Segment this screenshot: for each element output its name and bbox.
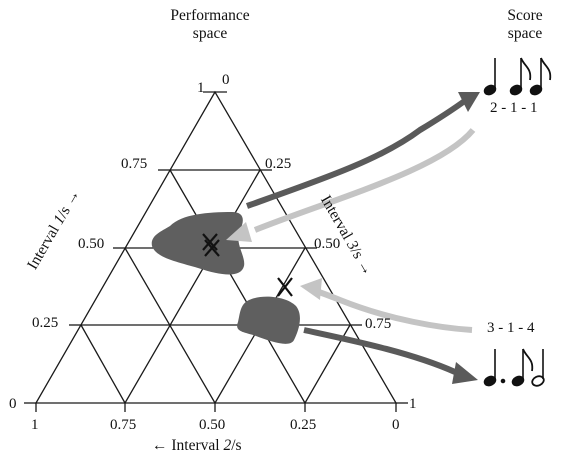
performance-cluster-upper: [151, 212, 245, 275]
arrowhead: [226, 222, 252, 242]
score-space-title: Score space: [492, 7, 558, 43]
performance-title-line1: Performance: [170, 7, 250, 24]
rhythm-lower-notes: [483, 348, 545, 387]
grid-line: [169, 169, 306, 404]
arrow-to-score-upper: [245, 97, 468, 209]
performance-cluster-lower: [237, 296, 300, 344]
tick-right-0.50: 0.50: [314, 236, 341, 252]
tick-bottom-0.25: 0.25: [290, 417, 317, 433]
tick-bottom-0.50: 0.50: [199, 417, 226, 433]
tick-bottom-0: 0: [392, 417, 400, 433]
eighth-note-icon: [511, 348, 534, 387]
score-title-line1: Score: [507, 7, 543, 24]
eighth-note-icon: [529, 57, 552, 96]
x-marker: [277, 277, 293, 297]
rhythm-label-lower: 3 - 1 - 4: [487, 320, 535, 336]
arrowhead: [452, 362, 478, 384]
grid-line: [80, 324, 126, 404]
dotted-quarter-note-icon: [483, 349, 506, 387]
tick-right-1: 1: [409, 396, 417, 412]
arrow-from-score-upper: [253, 128, 476, 233]
performance-title-line2: space: [192, 25, 228, 42]
tick-left-0.75: 0.75: [121, 156, 148, 172]
arrow-to-score-lower: [303, 327, 457, 375]
x-marker: [204, 239, 220, 257]
tick-left-1: 1: [197, 80, 205, 96]
arrow-from-score-lower: [315, 288, 473, 333]
rhythm-label-upper: 2 - 1 - 1: [490, 100, 538, 116]
tick-left-0.25: 0.25: [32, 315, 59, 331]
arrowhead: [300, 278, 322, 300]
tick-left-0.50: 0.50: [78, 236, 105, 252]
tick-right-0: 0: [222, 72, 230, 88]
performance-space-title: Performance space: [160, 7, 260, 43]
tick-right-0.75: 0.75: [365, 316, 392, 332]
axis-bottom-number: 2: [223, 437, 232, 454]
grid-line: [124, 169, 261, 404]
axis-bottom-prefix: Interval: [167, 437, 224, 454]
tick-bottom-1: 1: [31, 417, 39, 433]
quarter-note-icon: [483, 58, 497, 96]
eighth-note-icon: [509, 57, 532, 96]
tick-bottom-0.75: 0.75: [110, 417, 137, 433]
half-note-icon: [531, 349, 545, 387]
axis-label-interval-2: ← Interval 2/s: [152, 437, 242, 454]
axis-bottom-suffix: /s: [231, 437, 242, 454]
arrowhead: [458, 92, 480, 112]
x-marker: [202, 233, 218, 251]
rhythm-upper-notes: [483, 57, 552, 96]
score-title-line2: space: [507, 25, 543, 42]
tick-right-0.25: 0.25: [265, 156, 292, 172]
tick-left-0: 0: [9, 396, 17, 412]
axis-bottom-arrow: ←: [152, 437, 168, 454]
grid-line: [124, 247, 216, 404]
